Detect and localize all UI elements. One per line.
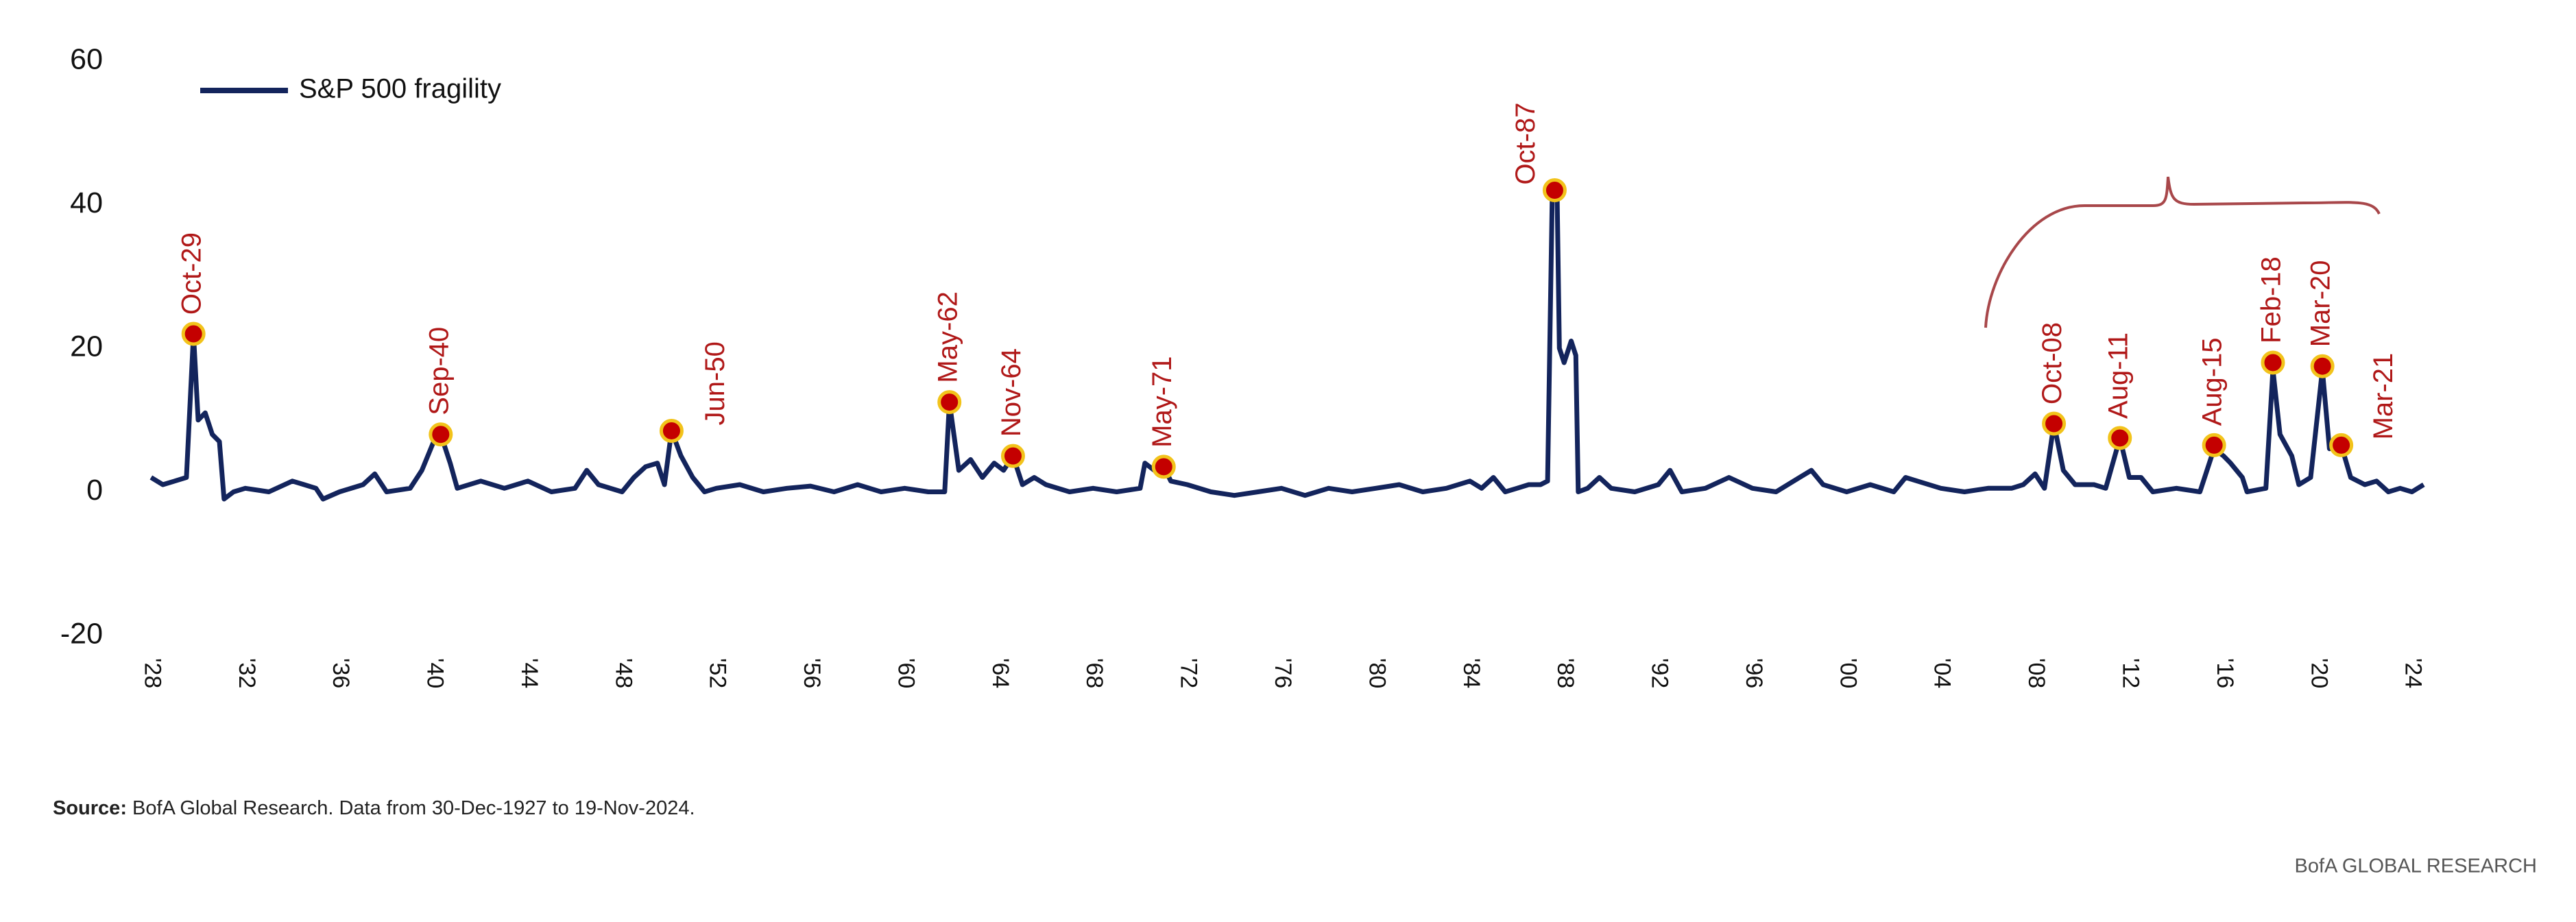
source-label: Source: <box>53 797 127 819</box>
x-tick-label: '20 <box>2306 658 2332 688</box>
annotation-marker <box>2202 433 2226 457</box>
annotation-marker <box>2042 411 2067 436</box>
bracket <box>1984 176 2381 328</box>
annotation-label: Jun-50 <box>700 341 730 425</box>
x-tick-label: '48 <box>610 658 636 688</box>
x-tick-label: '56 <box>799 658 825 688</box>
annotation-label: Mar-21 <box>2368 353 2398 440</box>
x-tick-label: '60 <box>893 658 919 688</box>
y-tick-label: 0 <box>86 474 103 507</box>
x-tick-label: '84 <box>1458 658 1484 688</box>
x-tick-label: '16 <box>2212 658 2238 688</box>
x-tick-label: '64 <box>987 658 1013 688</box>
y-tick-label: -20 <box>60 617 103 650</box>
annotation-label: Oct-08 <box>2037 322 2067 404</box>
annotation-marker <box>1542 178 1567 203</box>
annotation-marker <box>1151 454 1176 479</box>
annotation-label: Feb-18 <box>2256 256 2287 343</box>
line-series <box>149 188 2425 502</box>
x-tick-label: '24 <box>2400 658 2427 688</box>
annotation-label: Nov-64 <box>996 348 1026 437</box>
annotation-label: Aug-15 <box>2198 337 2228 426</box>
x-tick-label: '72 <box>1176 658 1202 688</box>
annotation-label: Mar-20 <box>2306 260 2336 347</box>
y-tick-label: 40 <box>70 186 103 219</box>
annotation-label: Oct-29 <box>177 232 207 315</box>
annotation-marker <box>1000 444 1025 468</box>
annotation-marker <box>429 422 453 447</box>
source: Source: BofA Global Research. Data from … <box>53 797 695 819</box>
legend-label: S&P 500 fragility <box>299 74 501 104</box>
x-tick-label: '52 <box>705 658 731 688</box>
x-tick-label: '92 <box>1647 658 1673 688</box>
x-tick-label: '96 <box>1741 658 1767 688</box>
x-tick-label: '80 <box>1364 658 1390 688</box>
annotation-label: Aug-11 <box>2103 332 2133 419</box>
x-tick-label: '12 <box>2118 658 2144 688</box>
x-tick-label: '28 <box>139 658 165 688</box>
annotation-label: May-62 <box>932 291 963 383</box>
annotation-marker <box>2261 350 2285 375</box>
x-tick-label: '76 <box>1270 658 1296 688</box>
x-tick-label: '40 <box>422 658 448 688</box>
annotation-marker <box>2329 433 2354 457</box>
annotation-marker <box>181 322 206 346</box>
x-tick-label: '32 <box>234 658 260 688</box>
annotation-label: Sep-40 <box>424 327 454 415</box>
y-tick-label: 20 <box>70 330 103 363</box>
x-tick-label: '00 <box>1835 658 1861 688</box>
footer: BofA GLOBAL RESEARCH <box>2294 856 2537 877</box>
x-tick-label: '08 <box>2023 658 2049 688</box>
x-tick-label: '04 <box>1929 658 1955 688</box>
x-tick-label: '88 <box>1552 658 1578 688</box>
annotation-marker <box>2108 426 2132 450</box>
x-tick-label: '44 <box>516 658 542 688</box>
x-tick-label: '68 <box>1081 658 1107 688</box>
annotation-marker <box>937 390 962 415</box>
source-text: BofA Global Research. Data from 30-Dec-1… <box>127 797 695 819</box>
y-tick-label: 60 <box>70 43 103 75</box>
annotation-marker <box>2310 354 2335 378</box>
annotation-label: Oct-87 <box>1510 103 1541 185</box>
annotation-marker <box>659 418 684 443</box>
x-tick-label: '36 <box>328 658 354 688</box>
annotation-label: May-71 <box>1147 356 1177 447</box>
